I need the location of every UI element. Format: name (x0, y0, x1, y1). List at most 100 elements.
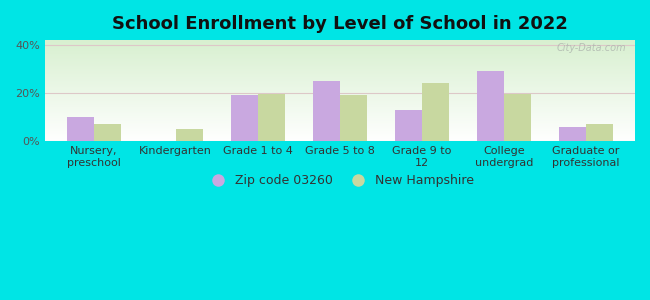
Bar (45, 106, 635, 107)
Bar (45, 139, 635, 140)
Bar (45, 83, 635, 84)
Bar (395, 110, 422, 141)
Bar (45, 101, 635, 102)
Bar (94, 124, 121, 141)
Bar (45, 91, 635, 92)
Bar (45, 140, 635, 141)
Bar (45, 100, 635, 101)
Bar (45, 126, 635, 127)
Bar (45, 72, 635, 73)
Bar (45, 49, 635, 50)
Bar (45, 64, 635, 65)
Bar (45, 68, 635, 69)
Bar (45, 107, 635, 108)
Bar (45, 73, 635, 74)
Bar (45, 58, 635, 59)
Bar (45, 51, 635, 52)
Bar (45, 46, 635, 47)
Bar (45, 92, 635, 93)
Bar (45, 129, 635, 130)
Bar (45, 118, 635, 119)
Bar (45, 130, 635, 131)
Bar (45, 96, 635, 97)
Bar (45, 84, 635, 85)
Bar (45, 77, 635, 78)
Bar (45, 134, 635, 135)
Bar (45, 40, 635, 41)
Bar (45, 69, 635, 70)
Bar (45, 66, 635, 67)
Bar (45, 133, 635, 134)
Bar (45, 98, 635, 99)
Bar (45, 94, 635, 95)
Bar (45, 50, 635, 51)
Bar (45, 117, 635, 118)
Bar (45, 62, 635, 63)
Bar (45, 54, 635, 55)
Bar (422, 83, 449, 141)
Bar (45, 105, 635, 106)
Bar (45, 132, 635, 133)
Bar (504, 94, 531, 141)
Bar (45, 128, 635, 129)
Bar (45, 79, 635, 80)
Bar (45, 102, 635, 103)
Bar (45, 136, 635, 137)
Bar (45, 116, 635, 117)
Bar (45, 87, 635, 88)
Text: City-Data.com: City-Data.com (556, 43, 626, 53)
Bar (45, 74, 635, 75)
Title: School Enrollment by Level of School in 2022: School Enrollment by Level of School in … (112, 15, 567, 33)
Bar (45, 75, 635, 76)
Bar (45, 124, 635, 125)
Bar (45, 44, 635, 45)
Bar (45, 53, 635, 54)
Bar (45, 52, 635, 53)
Bar (45, 80, 635, 81)
Bar (45, 113, 635, 114)
Bar (45, 104, 635, 105)
Bar (231, 95, 258, 141)
Bar (586, 124, 613, 141)
Bar (45, 137, 635, 138)
Bar (45, 78, 635, 79)
Bar (45, 67, 635, 68)
Bar (45, 81, 635, 82)
Bar (45, 88, 635, 89)
Bar (45, 108, 635, 109)
Bar (45, 47, 635, 48)
Bar (45, 89, 635, 90)
Bar (45, 85, 635, 86)
Bar (45, 118, 635, 119)
Bar (45, 110, 635, 111)
Bar (45, 115, 635, 116)
Bar (45, 131, 635, 132)
Bar (45, 109, 635, 110)
Bar (45, 55, 635, 56)
Bar (45, 65, 635, 66)
Bar (45, 76, 635, 77)
Bar (176, 129, 203, 141)
Bar (45, 135, 635, 136)
Legend: Zip code 03260, New Hampshire: Zip code 03260, New Hampshire (205, 174, 474, 188)
Bar (340, 95, 367, 141)
Bar (45, 112, 635, 113)
Bar (45, 63, 635, 64)
Bar (45, 125, 635, 126)
Bar (45, 95, 635, 96)
Bar (45, 93, 635, 94)
Bar (45, 97, 635, 98)
Bar (45, 121, 635, 122)
Bar (45, 123, 635, 124)
Bar (45, 114, 635, 115)
Bar (45, 138, 635, 139)
Bar (45, 59, 635, 60)
Bar (45, 86, 635, 87)
Bar (45, 42, 635, 43)
Bar (45, 48, 635, 49)
Bar (45, 111, 635, 112)
Bar (45, 61, 635, 62)
Bar (45, 60, 635, 61)
Bar (45, 119, 635, 120)
Bar (45, 103, 635, 104)
